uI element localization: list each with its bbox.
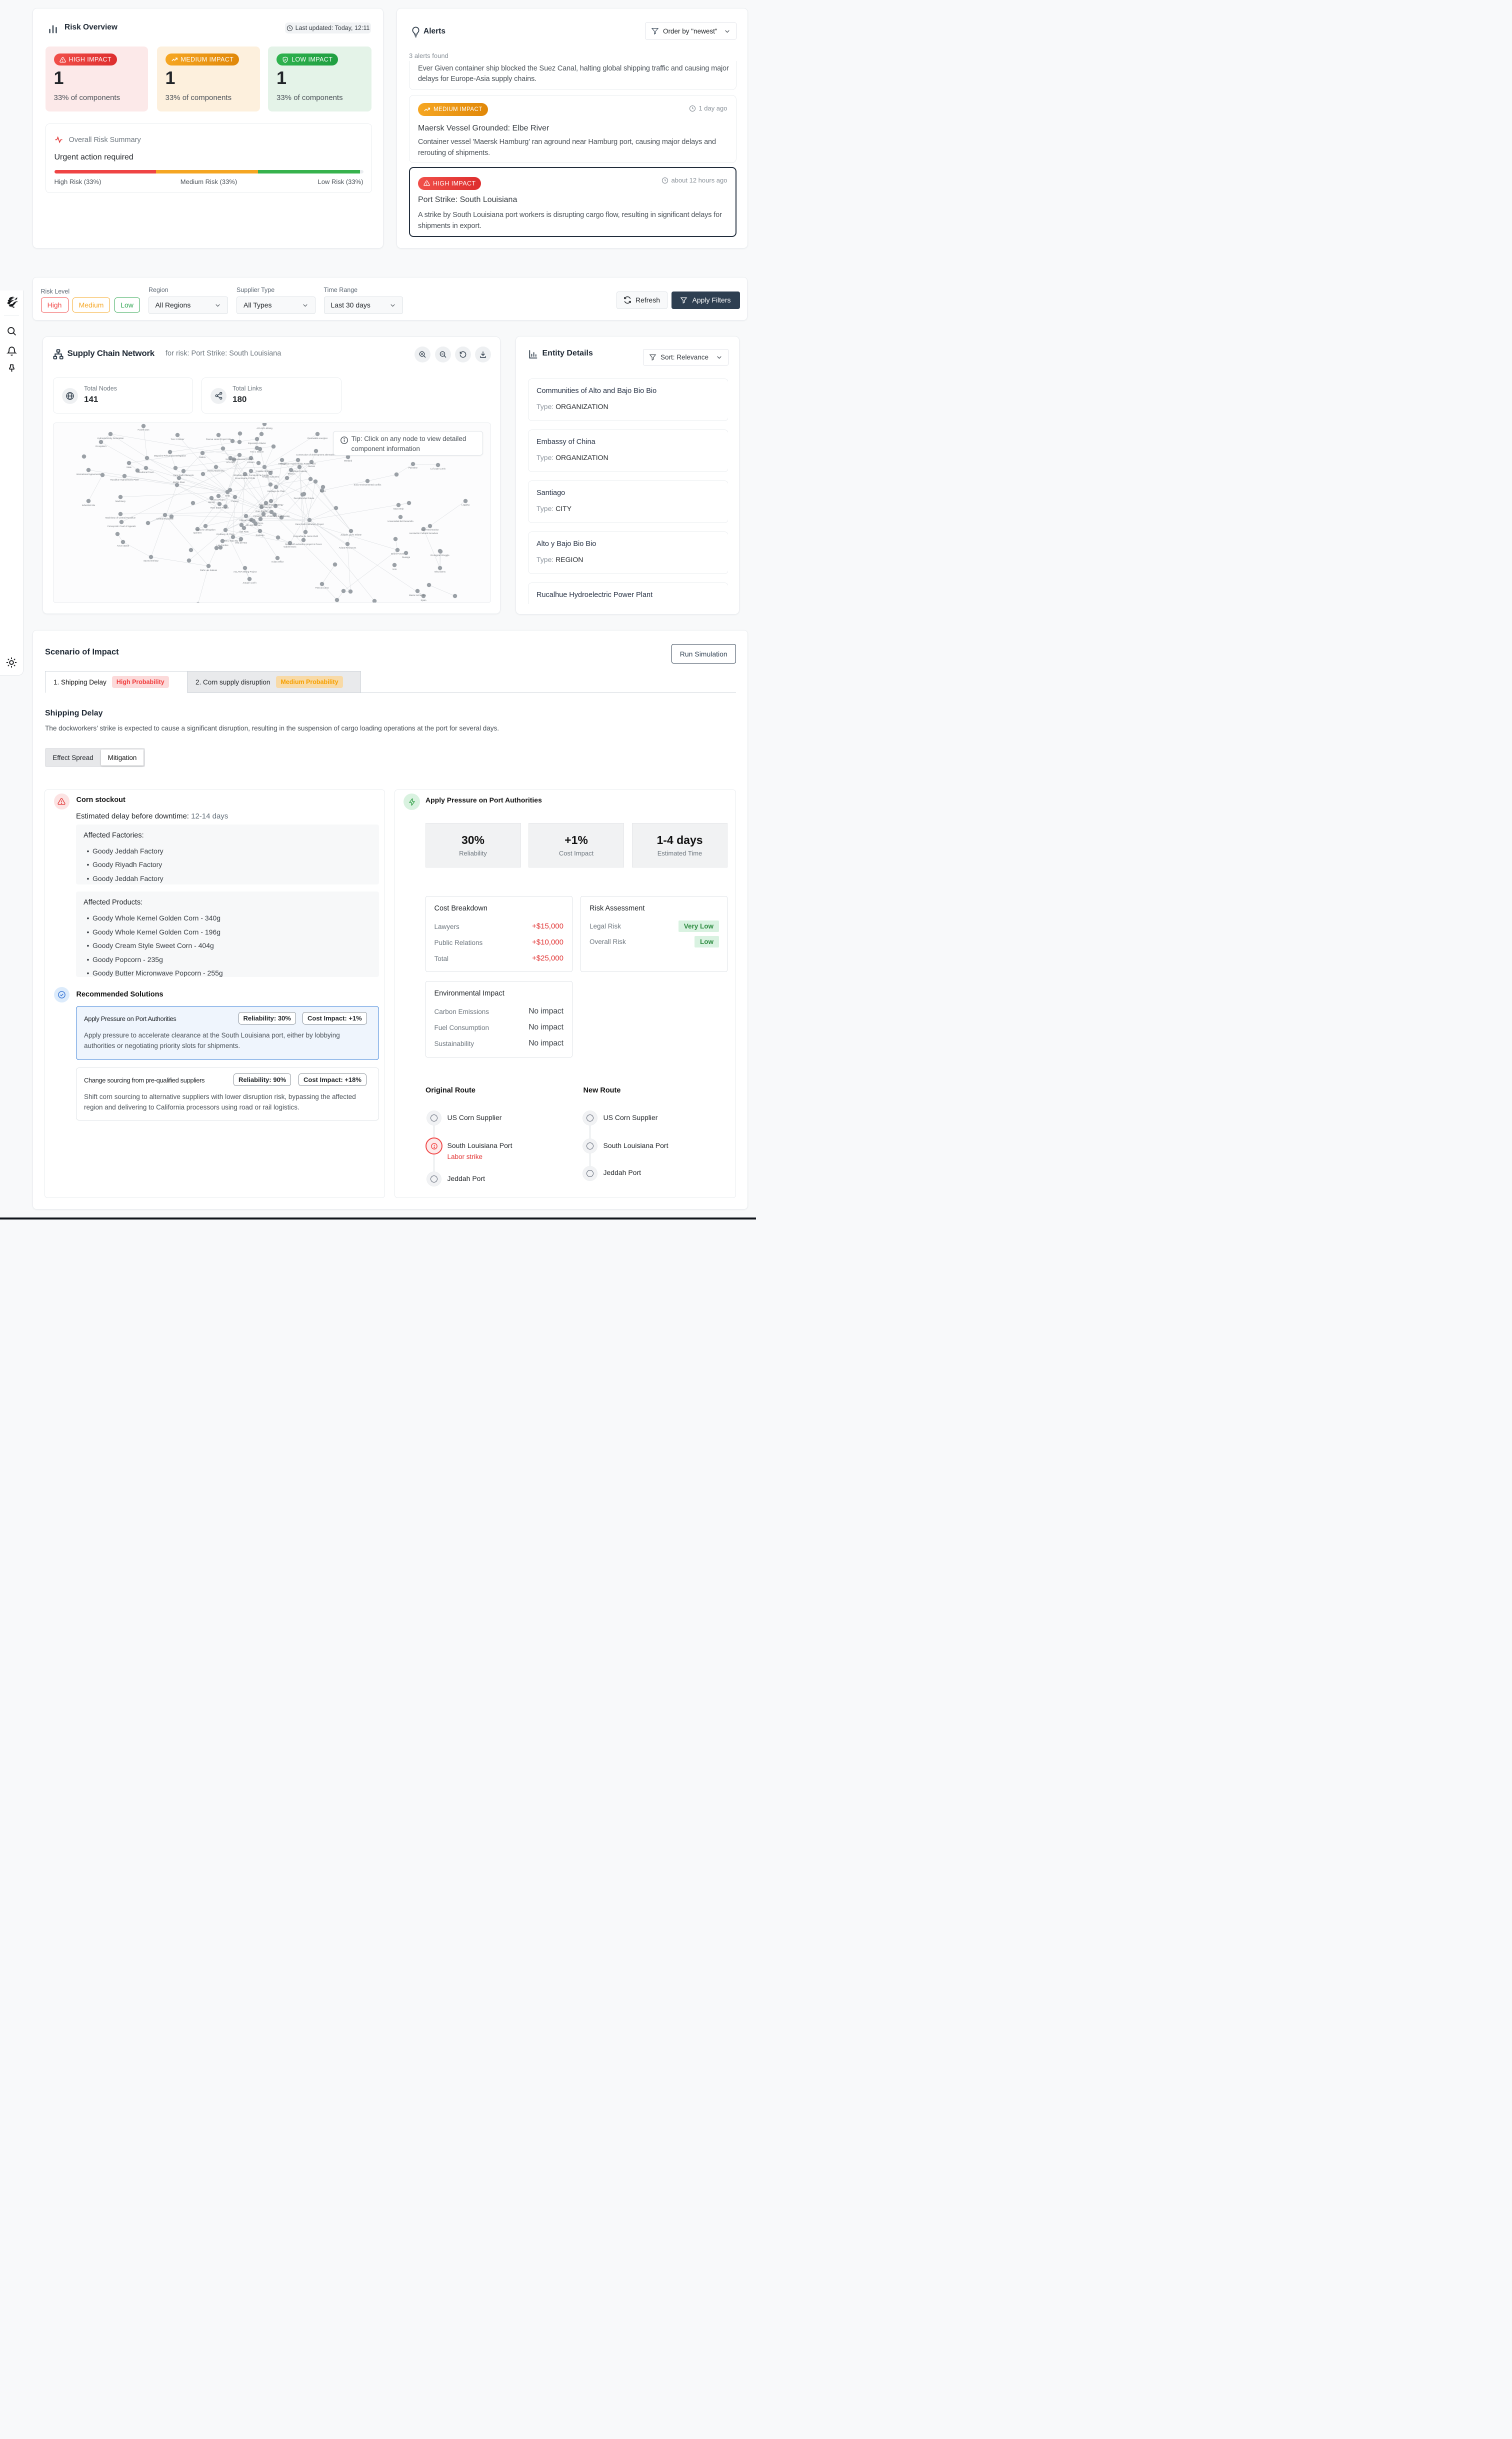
svg-text:International Agreements: International Agreements bbox=[76, 473, 102, 476]
svg-text:Mapuche delegation: Mapuche delegation bbox=[196, 528, 216, 531]
svg-text:Las Condes: Las Condes bbox=[216, 544, 228, 546]
svg-text:Toro 1 Glacier: Toro 1 Glacier bbox=[250, 450, 264, 453]
svg-text:Mining: Mining bbox=[208, 501, 215, 504]
svg-text:Central Rucalhue: Central Rucalhue bbox=[156, 518, 174, 520]
svg-text:Asociación Cultural Secadura: Asociación Cultural Secadura bbox=[409, 532, 438, 534]
svg-text:Pinco: Pinco bbox=[258, 522, 264, 524]
svg-text:Renewable energies: Renewable energies bbox=[308, 437, 328, 440]
svg-text:Chile: Chile bbox=[225, 494, 230, 497]
svg-text:Ruasiga: Ruasiga bbox=[402, 556, 410, 558]
svg-text:Socio-environmental Conflict: Socio-environmental Conflict bbox=[226, 458, 254, 460]
svg-text:Logging: Logging bbox=[462, 504, 470, 506]
svg-text:Joaquín Lavín Infante: Joaquín Lavín Infante bbox=[340, 534, 362, 536]
svg-text:Spain: Spain bbox=[420, 599, 426, 602]
svg-text:Government of Chile: Government of Chile bbox=[235, 477, 256, 480]
svg-text:Embassy of China: Embassy of China bbox=[216, 533, 234, 536]
svg-text:Wetland: Wetland bbox=[344, 460, 352, 462]
svg-text:Human: Human bbox=[308, 465, 316, 468]
svg-text:Israeli Forces: Israeli Forces bbox=[391, 552, 404, 555]
svg-text:Medicinal Trees: Medicinal Trees bbox=[138, 471, 154, 474]
svg-text:Quintero: Quintero bbox=[194, 532, 202, 534]
svg-text:Panco Project: Panco Project bbox=[212, 498, 226, 501]
svg-text:Toro 2 Glacier: Toro 2 Glacier bbox=[170, 438, 184, 440]
svg-text:ACLARA: ACLARA bbox=[226, 461, 235, 464]
svg-text:Santiago: Santiago bbox=[256, 534, 264, 536]
svg-text:Gaza Strip: Gaza Strip bbox=[394, 508, 404, 510]
svg-text:Paño Las Salinas: Paño Las Salinas bbox=[200, 569, 218, 572]
svg-text:State: State bbox=[126, 466, 132, 468]
svg-text:Aclara Office: Aclara Office bbox=[271, 560, 284, 563]
svg-text:Rare Earth Extraction Project: Rare Earth Extraction Project bbox=[296, 523, 324, 526]
svg-text:Chilean State: Chilean State bbox=[240, 519, 253, 522]
svg-text:Sacred territory: Sacred territory bbox=[144, 560, 159, 562]
svg-text:Alto y Bajo Bio Bio: Alto y Bajo Bio Bio bbox=[224, 540, 242, 542]
svg-text:Ecosystem: Ecosystem bbox=[96, 445, 106, 448]
svg-text:Construction of development al: Construction of development alternatives bbox=[296, 454, 336, 456]
svg-text:Biobío: Biobío bbox=[200, 456, 206, 458]
svg-text:National Lithium Strategy: National Lithium Strategy bbox=[258, 504, 284, 506]
svg-text:Energy: Energy bbox=[278, 462, 286, 465]
svg-text:Decarbonized Future: Decarbonized Future bbox=[294, 497, 314, 500]
svg-text:Hydroelectricity Generation: Hydroelectricity Generation bbox=[98, 437, 124, 440]
svg-text:ACLARA Mining: ACLARA Mining bbox=[256, 427, 272, 430]
svg-text:Lof Juan Currin: Lof Juan Currin bbox=[430, 468, 446, 470]
svg-text:Mapuche-Pehuenche Delegation: Mapuche-Pehuenche Delegation bbox=[154, 454, 186, 457]
svg-text:Santiago de Chile: Santiago de Chile bbox=[268, 490, 285, 492]
svg-text:Communities of Alto and Bajo B: Communities of Alto and Bajo Bio Bio bbox=[254, 515, 290, 518]
svg-text:Palestine: Palestine bbox=[408, 466, 418, 469]
svg-text:Rare Earth Project: Rare Earth Project bbox=[210, 506, 229, 509]
svg-text:Socio-environmental conflict: Socio-environmental conflict bbox=[354, 484, 382, 486]
svg-text:Gabriel Boric: Gabriel Boric bbox=[284, 546, 296, 548]
svg-text:Joaquín Lavín: Joaquín Lavín bbox=[242, 582, 256, 584]
svg-text:Rare Earth Elements: Rare Earth Elements bbox=[174, 474, 194, 476]
svg-text:Tehuco: Tehuco bbox=[288, 472, 295, 475]
svg-text:Wind farms: Wind farms bbox=[434, 570, 446, 573]
svg-text:Puchuncaví: Puchuncaví bbox=[260, 506, 272, 508]
svg-text:Lithium: Lithium bbox=[248, 461, 254, 464]
svg-text:Rare Earths: Rare Earths bbox=[256, 510, 268, 512]
svg-text:Wicalkocua del Comite de la Cu: Wicalkocua del Comite de la Cuesta bbox=[234, 474, 269, 476]
svg-text:Concepción Court of Appeals: Concepción Court of Appeals bbox=[108, 525, 136, 528]
svg-text:Rucalhue Hydroelectric Plant: Rucalhue Hydroelectric Plant bbox=[110, 478, 139, 481]
svg-text:Viña del Mar: Viña del Mar bbox=[235, 542, 248, 544]
svg-text:Euro-Med Monitor: Euro-Med Monitor bbox=[421, 528, 439, 531]
svg-text:Arson attack: Arson attack bbox=[117, 544, 130, 547]
svg-text:Industrial Site: Industrial Site bbox=[82, 504, 96, 506]
svg-text:Universidad del Desarrollo: Universidad del Desarrollo bbox=[388, 520, 414, 522]
svg-text:Ecological Struggle: Ecological Struggle bbox=[430, 554, 450, 556]
svg-text:Pascua Lama Project Site: Pascua Lama Project Site bbox=[206, 438, 232, 440]
svg-text:Fourth Dam: Fourth Dam bbox=[138, 428, 150, 431]
svg-text:Arnoldo Cárcamo: Arnoldo Cárcamo bbox=[262, 476, 280, 478]
svg-text:Machinery of Central Rucalhue: Machinery of Central Rucalhue bbox=[106, 516, 136, 519]
svg-text:Camila Arriagada: Camila Arriagada bbox=[256, 470, 273, 472]
svg-text:Salt Flats: Salt Flats bbox=[240, 530, 249, 533]
svg-text:Heavy Machinery: Heavy Machinery bbox=[208, 470, 225, 472]
svg-text:Aclara Resources: Aclara Resources bbox=[339, 546, 356, 549]
svg-text:Waste Incinerator: Waste Incinerator bbox=[409, 594, 426, 596]
svg-text:Esperanza Glacier: Esperanza Glacier bbox=[248, 442, 266, 444]
svg-text:Alto del Carmen: Alto del Carmen bbox=[246, 524, 262, 526]
svg-text:Rare earth extraction project: Rare earth extraction project in Penco bbox=[285, 543, 322, 546]
svg-text:ACLARA Mining Project: ACLARA Mining Project bbox=[234, 570, 257, 573]
svg-text:Rucalhue Hydroelectric Power P: Rucalhue Hydroelectric Power Plant bbox=[280, 462, 316, 465]
svg-text:OLCA: OLCA bbox=[320, 490, 326, 492]
svg-text:Pascua Lama: Pascua Lama bbox=[316, 586, 329, 589]
svg-text:Compañía de Jesús 2540: Compañía de Jesús 2540 bbox=[293, 535, 318, 538]
svg-text:Biobío River: Biobío River bbox=[173, 481, 185, 484]
svg-text:Person: Person bbox=[232, 500, 238, 502]
svg-text:Machinery: Machinery bbox=[116, 500, 126, 502]
svg-text:Voto: Voto bbox=[392, 568, 397, 570]
svg-text:Lithium Industry: Lithium Industry bbox=[292, 470, 308, 472]
